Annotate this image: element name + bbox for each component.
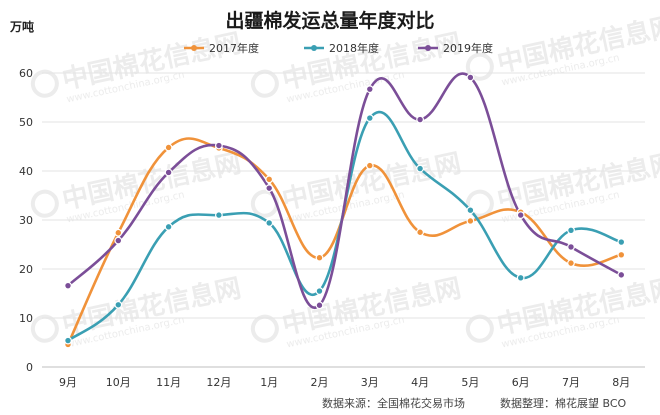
data-point-1 [164, 143, 173, 152]
data-point-3 [214, 141, 223, 150]
x-tick-label: 7月 [562, 376, 580, 389]
data-point-1 [265, 175, 274, 184]
legend-item: 2019年度 [418, 41, 493, 55]
y-tick-label: 0 [26, 361, 33, 374]
data-point-2 [114, 300, 123, 309]
legend: 2017年度 2018年度 2019年度 [184, 41, 493, 55]
data-point-3 [416, 115, 425, 124]
chart-title: 出疆棉发运总量年度对比 [225, 9, 434, 32]
x-tick-label: 10月 [106, 376, 131, 389]
data-point-3 [466, 73, 475, 82]
x-tick-label: 12月 [206, 376, 231, 389]
x-tick-label: 5月 [461, 376, 479, 389]
data-point-2 [164, 222, 173, 231]
x-tick-label: 3月 [361, 376, 379, 389]
x-tick-label: 2月 [311, 376, 329, 389]
y-tick-label: 20 [19, 263, 33, 276]
data-point-2 [265, 219, 274, 227]
data-point-2 [214, 211, 223, 220]
data-point-3 [365, 85, 374, 94]
x-tick-label: 8月 [612, 376, 630, 389]
legend-label: 2017年度 [209, 41, 259, 55]
legend-swatch-dot [191, 45, 197, 51]
data-point-3 [617, 270, 626, 279]
data-point-3 [265, 184, 274, 193]
legend-item: 2017年度 [184, 41, 259, 55]
watermark-logo [465, 52, 494, 81]
data-point-2 [466, 206, 475, 215]
data-point-1 [315, 253, 324, 262]
legend-label: 2018年度 [329, 41, 379, 55]
watermark-logo [250, 69, 279, 98]
y-tick-label: 30 [19, 214, 33, 227]
data-point-1 [466, 217, 475, 225]
y-axis-ticks: 0 10 20 30 40 50 60 [19, 67, 33, 374]
legend-item: 2018年度 [304, 41, 379, 55]
watermark-logo [30, 314, 59, 343]
x-tick-label: 1月 [260, 376, 278, 389]
data-point-2 [365, 114, 374, 122]
data-point-1 [567, 259, 575, 268]
data-point-2 [64, 336, 72, 345]
data-point-3 [567, 243, 575, 251]
data-point-2 [516, 273, 525, 282]
watermark-logo [30, 69, 59, 98]
compiler-note: 数据整理：棉花展望 BCO [500, 396, 627, 410]
data-point-1 [365, 161, 374, 170]
x-tick-label: 6月 [512, 376, 530, 389]
y-tick-label: 60 [19, 67, 33, 80]
y-tick-label: 10 [19, 312, 33, 325]
y-tick-label: 50 [19, 116, 33, 129]
series-points [64, 73, 626, 349]
data-point-2 [416, 164, 425, 173]
data-point-3 [516, 211, 525, 220]
data-point-3 [315, 301, 324, 310]
x-tick-label: 11月 [156, 376, 181, 389]
source-note: 数据来源：全国棉花交易市场 [322, 396, 465, 410]
x-axis-ticks: 9月 10月 11月 12月 1月 2月 3月 4月 5月 6月 7月 8月 [59, 376, 630, 389]
data-point-3 [114, 236, 123, 245]
data-point-1 [114, 228, 123, 237]
legend-label: 2019年度 [443, 41, 493, 55]
data-point-1 [416, 228, 425, 237]
legend-swatch-dot [425, 45, 431, 51]
legend-swatch-dot [311, 45, 317, 51]
x-tick-label: 9月 [59, 376, 77, 389]
watermark-logo [465, 314, 494, 343]
gridlines [42, 72, 645, 368]
data-point-2 [617, 238, 626, 246]
data-point-2 [567, 226, 575, 235]
watermark-logo [250, 314, 279, 343]
y-axis-unit: 万吨 [9, 19, 34, 34]
watermark-logo [30, 189, 59, 218]
data-point-3 [64, 281, 72, 290]
data-point-1 [617, 250, 626, 259]
x-tick-label: 4月 [411, 376, 429, 389]
data-point-2 [315, 287, 324, 295]
data-point-3 [164, 168, 173, 177]
y-tick-label: 40 [19, 165, 33, 178]
